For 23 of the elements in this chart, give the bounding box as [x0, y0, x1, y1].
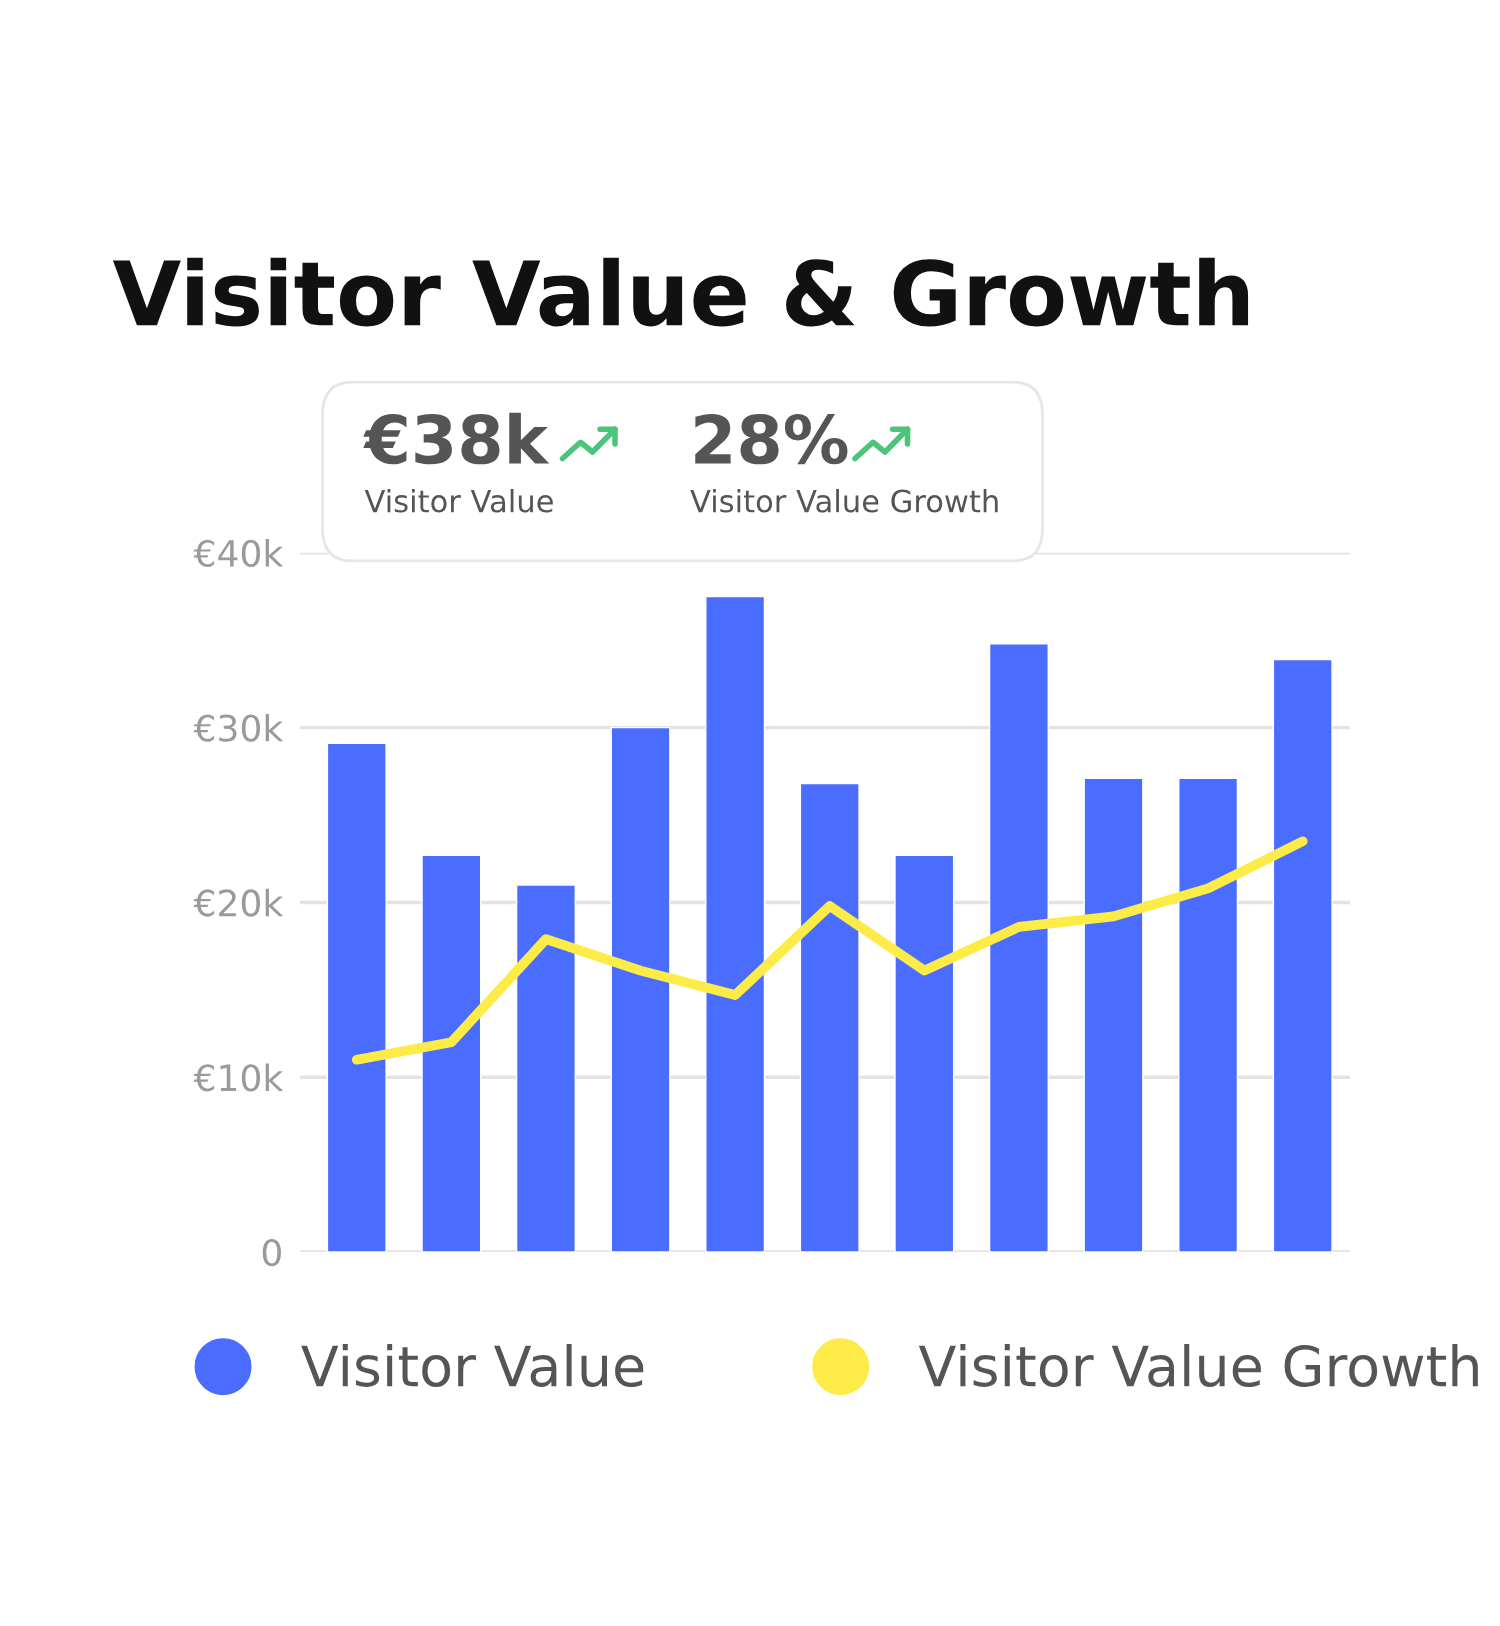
- legend-label: Visitor Value Growth: [918, 1343, 1478, 1387]
- y-tick-label: €30k: [193, 713, 284, 742]
- text: Visitor Value: [364, 488, 553, 513]
- bar: [326, 742, 387, 1253]
- legend-label: Visitor Value: [301, 1343, 644, 1387]
- bar: [1083, 777, 1144, 1253]
- text: 28%: [695, 413, 848, 465]
- y-tick-label: €20k: [193, 888, 284, 917]
- bar: [421, 854, 482, 1253]
- y-tick-label: 0: [262, 1238, 281, 1267]
- bar: [705, 595, 766, 1253]
- bar: [1272, 658, 1333, 1253]
- bar: [894, 854, 955, 1253]
- chart-title: Visitor Value & Growth: [112, 257, 1249, 327]
- y-tick-label: €40k: [193, 539, 284, 568]
- text: €38k: [363, 412, 550, 465]
- bar: [988, 643, 1049, 1253]
- bar: [1178, 777, 1239, 1253]
- text: Visitor Value Growth: [690, 488, 998, 513]
- bar: [799, 782, 860, 1253]
- y-tick-label: €10k: [193, 1063, 284, 1092]
- bar: [610, 726, 671, 1253]
- bar: [515, 884, 576, 1253]
